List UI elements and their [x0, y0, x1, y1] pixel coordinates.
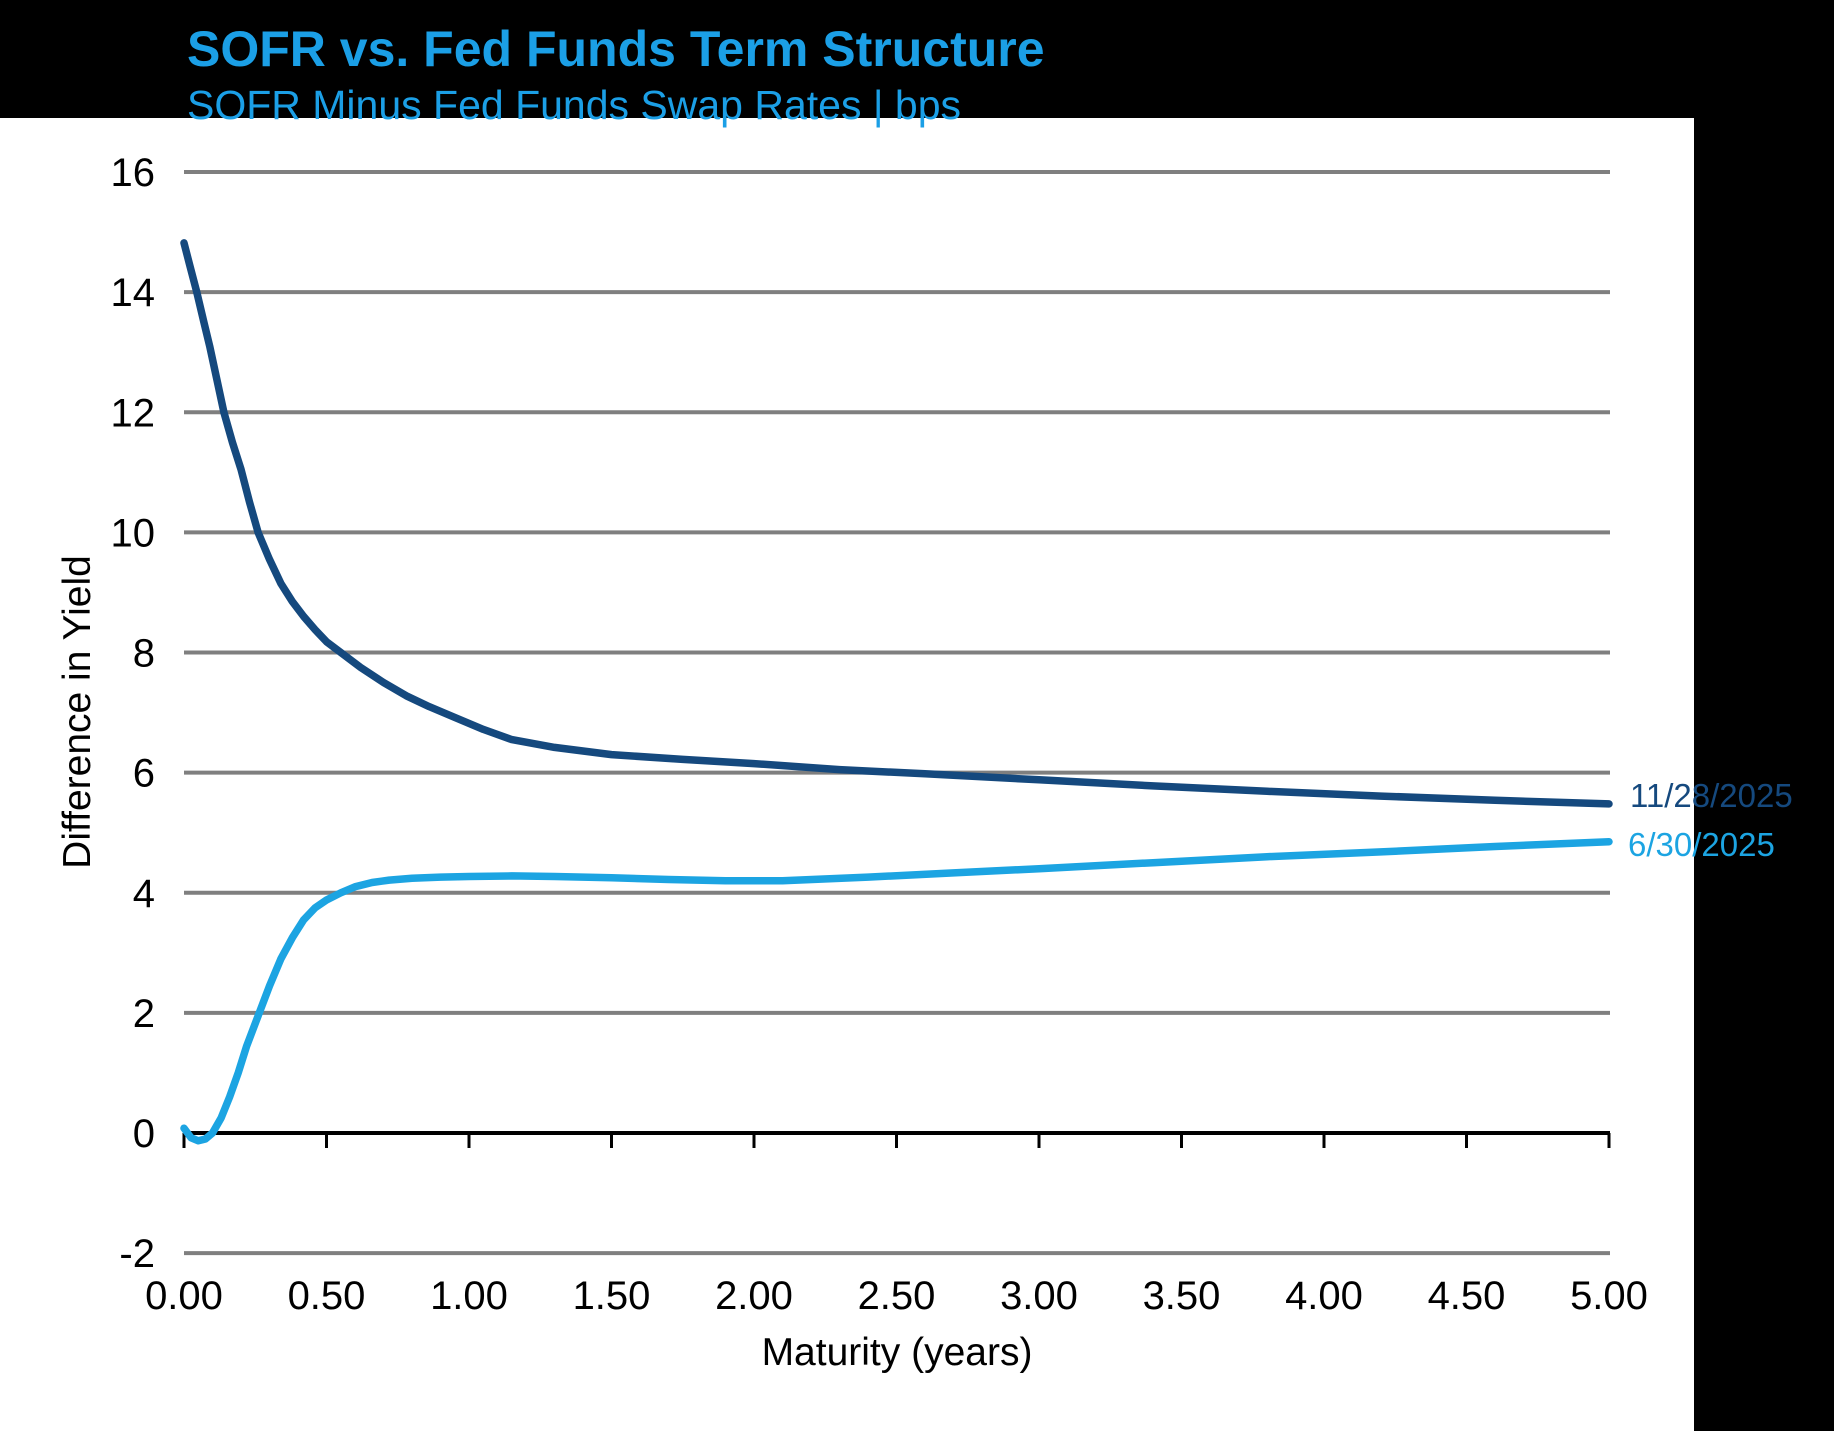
y-tick-label-10: 10	[111, 511, 156, 555]
x-tick-label-4.00: 4.00	[1285, 1274, 1363, 1318]
x-tick-label-4.50: 4.50	[1428, 1274, 1506, 1318]
y-tick-label-14: 14	[111, 271, 156, 315]
y-tick-label-16: 16	[111, 151, 156, 195]
y-tick-label-12: 12	[111, 391, 156, 435]
series-label-6-30-2025: 6/30/2025	[1628, 826, 1775, 863]
x-axis-title: Maturity (years)	[761, 1331, 1033, 1374]
x-tick-label-2.50: 2.50	[858, 1274, 936, 1318]
series-line-11-28-2025	[180, 239, 1613, 808]
series-label-11-28-2025: 11/28/2025	[1630, 777, 1793, 814]
x-tick-label-3.50: 3.50	[1143, 1274, 1221, 1318]
x-tick-label-5.00: 5.00	[1570, 1274, 1648, 1318]
x-tick-label-0.50: 0.50	[288, 1274, 366, 1318]
y-tick-label-6: 6	[133, 752, 155, 796]
chart-title: SOFR vs. Fed Funds Term Structure	[187, 21, 1045, 77]
y-tick-label-8: 8	[133, 632, 155, 676]
x-tick-label-1.50: 1.50	[573, 1274, 651, 1318]
y-tick-label-0: 0	[133, 1112, 155, 1156]
x-tick-label-3.00: 3.00	[1000, 1274, 1078, 1318]
y-tick-label--2: -2	[119, 1232, 155, 1276]
x-tick-label-1.00: 1.00	[430, 1274, 508, 1318]
y-axis-title: Difference in Yield	[56, 555, 99, 869]
x-tick-label-2.00: 2.00	[715, 1274, 793, 1318]
x-tick-label-0.00: 0.00	[145, 1274, 223, 1318]
chart-subtitle: SOFR Minus Fed Funds Swap Rates | bps	[187, 82, 962, 128]
y-tick-label-2: 2	[133, 992, 155, 1036]
series-line-6-30-2025	[180, 837, 1613, 1145]
y-tick-label-4: 4	[133, 872, 155, 916]
